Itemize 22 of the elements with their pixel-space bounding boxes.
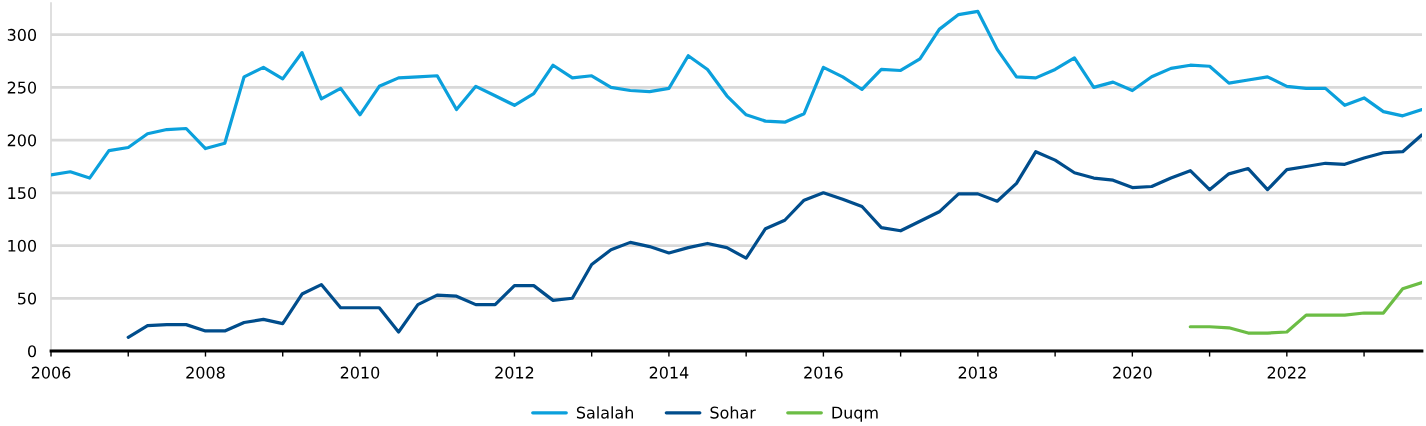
x-tick-label: 2022 <box>1267 366 1306 379</box>
y-tick-label: 200 <box>7 134 37 147</box>
x-tick-label: 2010 <box>340 366 380 379</box>
legend-label: Sohar <box>710 406 756 419</box>
legend-label: Duqm <box>832 406 878 422</box>
x-tick-label: 2008 <box>186 366 225 379</box>
x-tick-label: 2012 <box>495 366 534 379</box>
y-tick-label: 0 <box>28 345 37 358</box>
line-series <box>1188 280 1422 335</box>
y-tick-label: 50 <box>18 292 37 305</box>
line-series <box>126 133 1422 339</box>
line-series <box>51 9 1422 180</box>
y-tick-label: 150 <box>8 187 37 200</box>
x-tick-label: 2016 <box>804 366 843 379</box>
legend-label: Salalah <box>576 406 633 419</box>
x-tick-label: 2006 <box>31 366 71 379</box>
y-tick-label: 250 <box>7 81 37 94</box>
y-tick-label: 100 <box>8 239 37 252</box>
y-tick-label: 300 <box>7 28 37 41</box>
x-tick-label: 2018 <box>958 366 998 379</box>
x-tick-label: 2014 <box>649 366 689 379</box>
x-tick-label: 2020 <box>1113 366 1152 379</box>
